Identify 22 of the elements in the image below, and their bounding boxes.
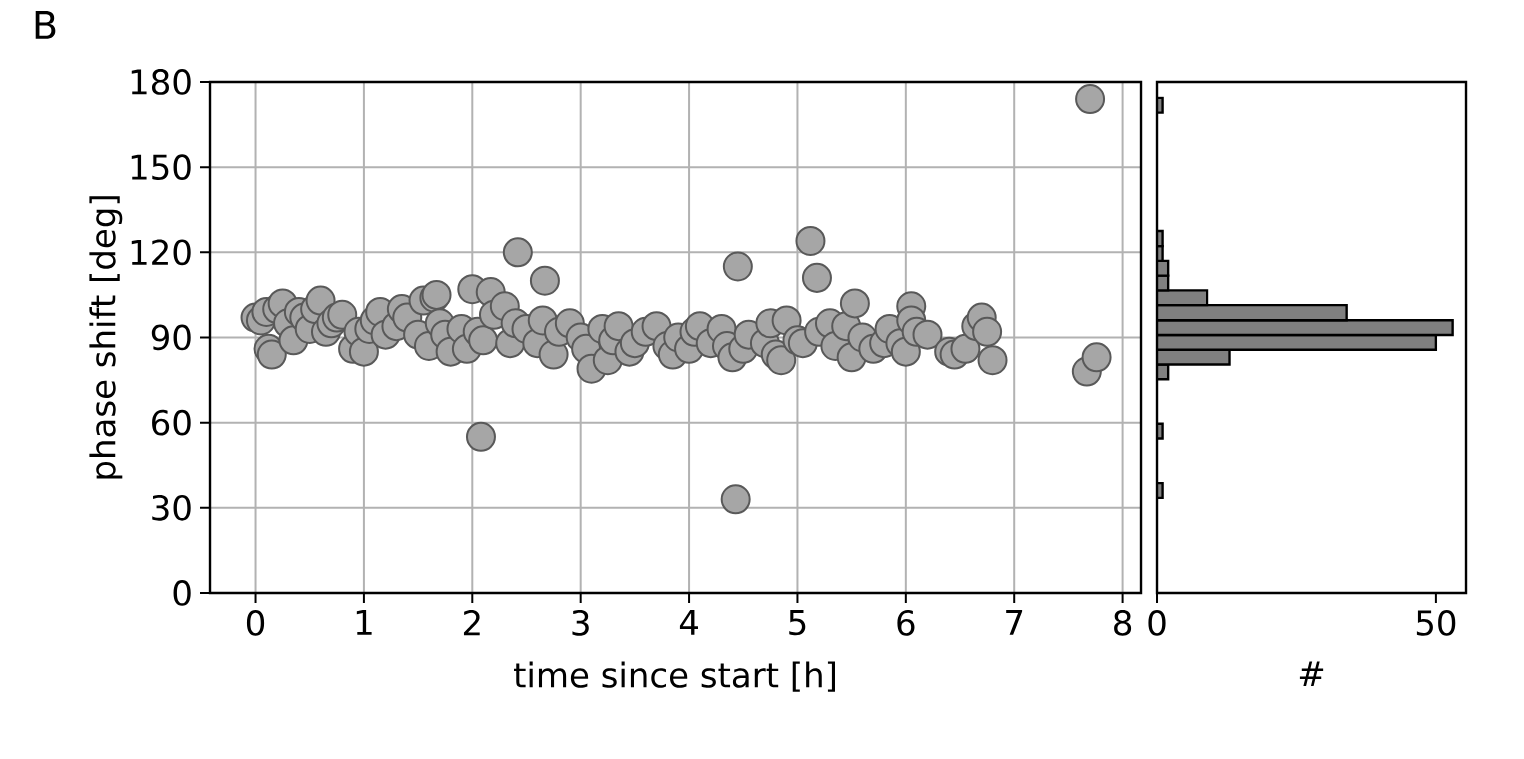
text: B [35,11,56,39]
x-tick-label: 8 [1114,610,1132,636]
x-tick-label: 50 [1416,610,1456,636]
y-tick-label: 120 [131,239,191,266]
x-tick-label: 3 [572,610,589,636]
y-tick-label: 0 [173,580,191,606]
x-tick-label: 5 [789,610,806,636]
y-tick-label: 30 [152,494,191,521]
x-axis-title: time since start [h] [514,661,835,692]
x-tick-label: 6 [897,610,915,636]
x-axis-title: # [1299,661,1324,686]
y-tick-label: 60 [152,409,191,436]
x-tick-label: 7 [1006,610,1023,635]
x-tick-label: 0 [246,610,265,636]
x-tick-label: 4 [679,610,698,635]
y-tick-label: 90 [151,324,191,351]
x-tick-label: 1 [356,610,372,635]
x-tick-label: 2 [463,610,480,636]
x-tick-label: 0 [1148,610,1166,636]
y-axis-title: phase shift [deg] [89,196,123,479]
y-tick-label: 180 [131,69,191,95]
y-tick-label: 150 [131,154,191,180]
